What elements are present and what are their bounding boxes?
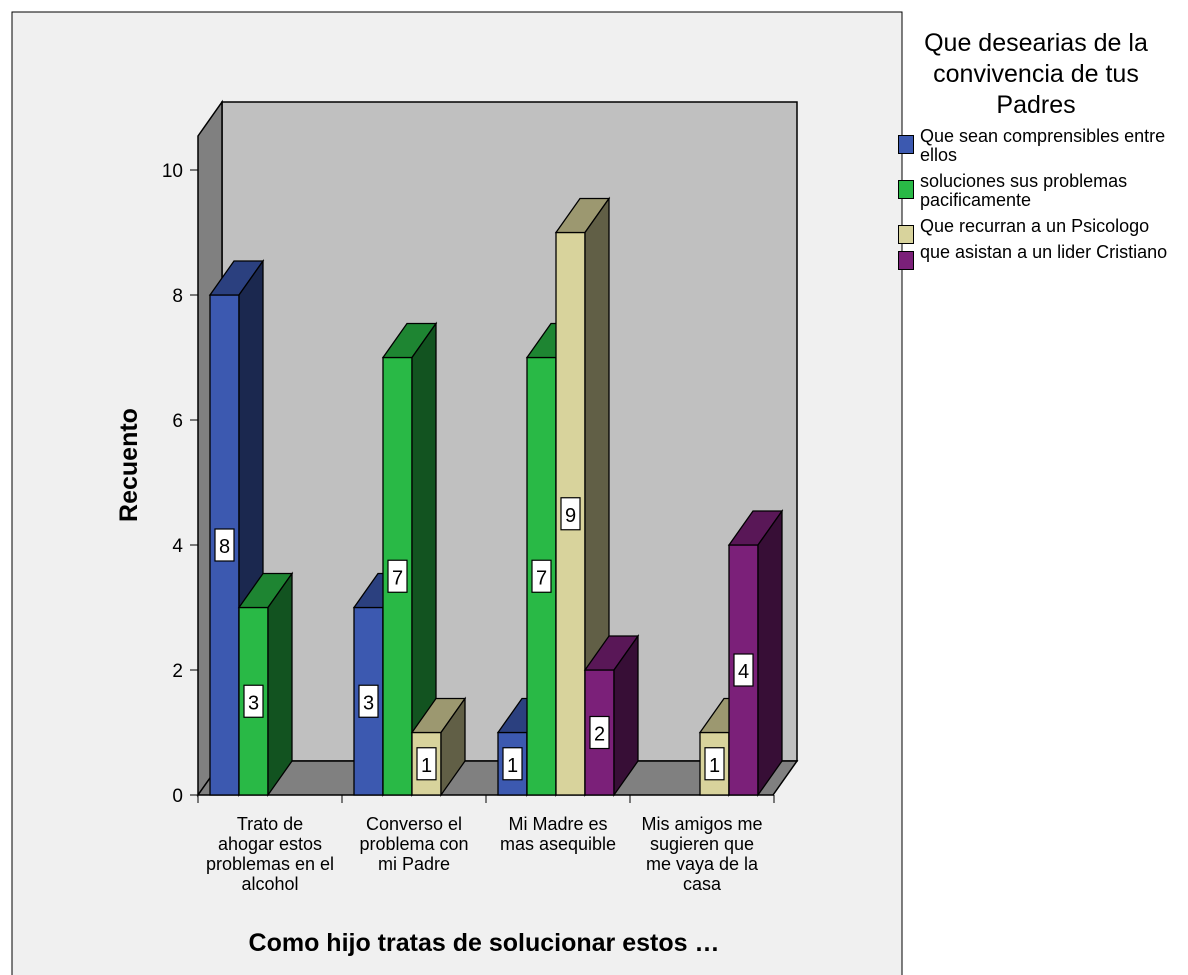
back-wall <box>221 101 798 762</box>
data-label-box <box>416 747 437 781</box>
x-tick-label: Trato de <box>237 814 303 834</box>
data-label: 2 <box>594 724 605 746</box>
x-tick-label: casa <box>683 874 722 894</box>
bar: 3 <box>237 571 294 798</box>
x-tick-label: sugieren que <box>650 834 754 854</box>
y-tick-label: 2 <box>172 661 183 682</box>
data-label-box <box>358 684 379 718</box>
legend-title-line: Padres <box>996 91 1076 119</box>
y-tick-label: 8 <box>172 286 183 307</box>
data-label: 8 <box>219 536 230 558</box>
x-tick-label: mi Padre <box>378 854 450 874</box>
data-label-box <box>531 559 552 593</box>
bar-side <box>440 696 466 798</box>
data-label-box <box>589 715 610 750</box>
y-tick-label: 6 <box>172 411 183 432</box>
y-tick-label: 0 <box>172 786 183 807</box>
bar: 8 <box>208 258 265 798</box>
x-tick-label: mas asequible <box>500 834 616 854</box>
x-tick-label: me vaya de la <box>646 854 759 874</box>
legend-swatch <box>898 180 914 199</box>
legend-item: Que sean comprensibles entre ellos <box>888 127 1184 165</box>
x-tick-label: problema con <box>359 834 468 854</box>
data-label-box <box>502 747 523 781</box>
y-axis-title: Recuento <box>115 408 143 522</box>
y-tick-label: 4 <box>172 536 183 557</box>
data-label-box <box>733 653 754 687</box>
legend-swatch <box>898 251 914 270</box>
legend-item: soluciones sus problemas pacificamente <box>888 172 1184 210</box>
legend-title-line: Que desearias de la <box>924 29 1148 57</box>
x-tick-label: Converso el <box>366 814 462 834</box>
legend-label: Que sean comprensibles entre ellos <box>920 126 1166 165</box>
data-label: 4 <box>738 661 749 683</box>
legend-title: Que desearias de la convivencia de tus Pad… <box>888 28 1184 121</box>
data-label: 7 <box>392 567 403 589</box>
data-label: 3 <box>248 692 259 714</box>
bar-side <box>613 633 639 798</box>
x-tick-label: problemas en el <box>206 854 334 874</box>
data-label: 7 <box>536 567 547 589</box>
data-label-box <box>214 528 235 562</box>
data-label: 3 <box>363 692 374 714</box>
legend: Que desearias de la convivencia de tus Pad… <box>888 28 1184 270</box>
data-label: 1 <box>709 755 720 777</box>
bar-side <box>267 571 293 798</box>
legend-label: soluciones sus problemas pacificamente <box>920 171 1128 210</box>
data-label: 1 <box>421 755 432 777</box>
x-tick-label: Mi Madre es <box>508 814 607 834</box>
x-tick-label: ahogar estos <box>218 834 322 854</box>
bar: 7 <box>381 321 438 798</box>
data-label: 9 <box>565 505 576 527</box>
bar-side <box>757 508 783 798</box>
data-label-box <box>704 747 725 781</box>
legend-label: que asistan a un lider Cristiano <box>920 242 1168 262</box>
x-tick-label: Mis amigos me <box>641 814 762 834</box>
legend-swatch <box>898 225 914 244</box>
legend-title-line: convivencia de tus <box>933 60 1139 88</box>
legend-item: Que recurran a un Psicologo <box>888 216 1184 244</box>
bar: 2 <box>583 633 640 798</box>
y-tick-label: 10 <box>162 161 183 182</box>
data-label-box <box>387 559 408 593</box>
legend-swatch <box>898 135 914 154</box>
bar: 4 <box>727 508 784 798</box>
legend-label: Que recurran a un Psicologo <box>920 216 1150 236</box>
data-label: 1 <box>507 755 518 777</box>
data-label-box <box>560 497 581 531</box>
data-label-box <box>243 684 264 718</box>
x-axis-title: Como hijo tratas de solucionar estos … <box>249 929 720 957</box>
legend-item: que asistan a un lider Cristiano <box>888 242 1184 270</box>
bar: 1 <box>410 696 467 798</box>
x-tick-label: alcohol <box>241 874 298 894</box>
